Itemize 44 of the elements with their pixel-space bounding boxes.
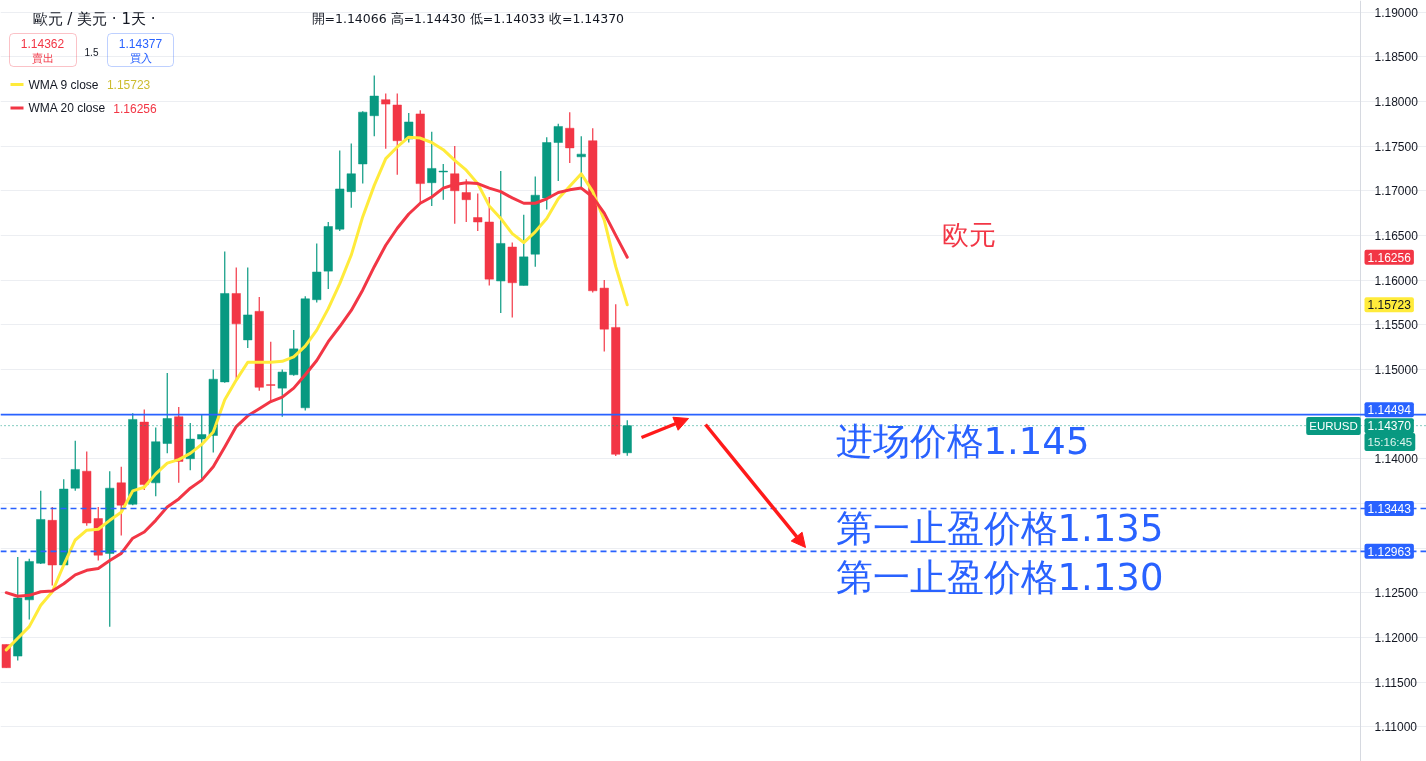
candlestick <box>473 192 483 232</box>
annotation: 1.16256 <box>113 101 157 116</box>
y-tick-label: 1.17000 <box>1374 184 1419 199</box>
annotation: 第一止盈价格1.130 <box>835 556 1164 599</box>
annotation: 15:16:45 <box>1367 436 1413 448</box>
annotation: 进场价格1.145 <box>835 420 1090 463</box>
candlestick <box>116 466 126 537</box>
ref-line-label: 1.14370 <box>1367 419 1412 434</box>
annotation: 1.15723 <box>1367 298 1412 313</box>
y-tick-label: 1.15500 <box>1374 318 1419 333</box>
y-tick-label: 1.15000 <box>1374 362 1419 377</box>
annotation: EURUSD <box>1309 420 1358 432</box>
candlestick <box>277 368 287 418</box>
annotation: 賣出 <box>31 52 54 65</box>
annotation: 買入 <box>129 52 152 65</box>
y-tick-label: 1.16000 <box>1374 273 1419 288</box>
y-tick-label: 1.11500 <box>1374 675 1418 690</box>
y-tick-label: 1.12000 <box>1374 630 1419 645</box>
annotation: 欧元 <box>941 219 996 250</box>
candlestick <box>576 135 586 188</box>
ref-line-label: 1.12963 <box>1367 544 1412 559</box>
y-tick-label: 1.17500 <box>1374 139 1419 154</box>
legend-label: WMA 9 close <box>28 77 99 92</box>
y-tick-label: 1.11000 <box>1374 720 1418 735</box>
annotation: 第一止盈价格1.135 <box>835 507 1164 550</box>
ref-line-label: 1.14494 <box>1367 403 1412 418</box>
candlestick <box>381 92 391 150</box>
legend-label: WMA 20 close <box>28 101 106 115</box>
y-tick-label: 1.16500 <box>1374 228 1419 243</box>
candlestick <box>70 440 80 492</box>
candlestick <box>565 111 575 164</box>
y-tick-label: 1.12500 <box>1374 586 1419 601</box>
y-tick-label: 1.18500 <box>1374 50 1419 65</box>
text: 歐元 / 美元 · 1天 · <box>32 9 156 28</box>
annotation: 1.5 <box>84 46 99 58</box>
annotation: 1.15723 <box>106 78 151 92</box>
y-tick-label: 1.19000 <box>1374 5 1419 20</box>
annotation: 1.14362 <box>20 37 65 51</box>
text: 開=1.14066 高=1.14430 低=1.14033 收=1.14370 <box>311 11 625 26</box>
y-tick-label: 1.14000 <box>1374 452 1419 467</box>
annotation: 1.16256 <box>1367 250 1412 265</box>
ref-line-label: 1.13443 <box>1367 501 1412 516</box>
y-tick-label: 1.18000 <box>1374 94 1419 109</box>
annotation: 1.14377 <box>118 37 163 51</box>
